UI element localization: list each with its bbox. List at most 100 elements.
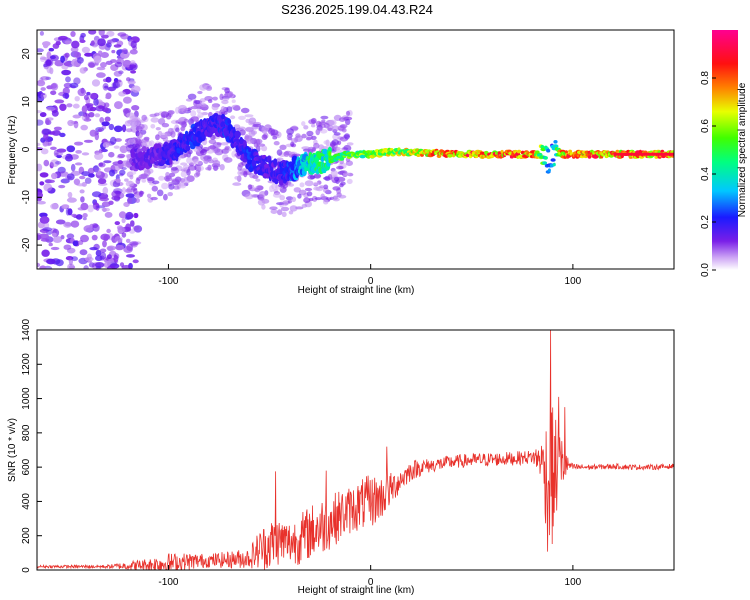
spectrogram-cell (66, 103, 73, 108)
spectrogram-cell (280, 206, 290, 212)
spectrogram-cell (219, 93, 224, 101)
spectrogram-cell (109, 169, 115, 177)
spectrogram-cell (156, 189, 164, 197)
spectrogram-cell (130, 220, 135, 227)
spectrogram-y-ticks: -20 -10 0 10 20 (21, 48, 42, 252)
spectrogram-cell (194, 100, 201, 104)
spectrogram-cell (104, 116, 111, 122)
spectrogram-cell (48, 242, 53, 247)
spectrogram-ridge-cell (234, 130, 241, 139)
spectrogram-cell (62, 92, 70, 99)
spectrogram-cell (39, 265, 47, 269)
spectrogram-cell (344, 133, 350, 140)
spectrogram-cell (39, 112, 47, 118)
spectrogram-cell (101, 121, 110, 127)
spectrogram-cell (191, 161, 196, 165)
spectrogram-cell (261, 204, 266, 210)
spectrogram-cell (277, 209, 283, 216)
spectrogram-cell (139, 190, 144, 197)
spectrogram-cell (94, 113, 101, 118)
spectrogram-cell (50, 90, 57, 96)
spectrogram-cell (42, 227, 53, 232)
spectrogram-cell (122, 59, 132, 68)
spectrogram-cell (117, 153, 126, 158)
spectrogram-cell (124, 178, 129, 182)
spectrogram-cell (73, 178, 81, 186)
spectrogram-cell (226, 106, 233, 113)
spectrogram-cell (269, 206, 278, 210)
spectrogram-cell (118, 211, 127, 219)
spectrogram-cell (105, 76, 112, 83)
spectrogram-cell (152, 180, 160, 185)
spectrogram-cell (113, 125, 123, 133)
spectrogram-cell (345, 160, 353, 166)
spectrogram-cell (238, 115, 246, 120)
spectrogram-cell (216, 142, 222, 146)
spectrogram-cell (102, 186, 109, 195)
spectrogram-cell (132, 259, 139, 264)
spectrogram-cell (127, 80, 136, 85)
spectrogram-cell (76, 57, 84, 64)
spectrogram-cell (37, 234, 42, 241)
spectrogram-cell (108, 200, 114, 205)
spectrogram-cell (338, 117, 346, 122)
spectrogram-cell (171, 178, 180, 183)
spectrogram-cell (111, 81, 121, 89)
spectrogram-cell (80, 202, 89, 211)
spectrogram-cell (75, 214, 83, 220)
spectrogram-cell (56, 148, 67, 153)
spectrogram-cell (108, 38, 116, 44)
spectrogram-cell (211, 104, 219, 111)
spectrogram-cell (72, 103, 80, 109)
spectrogram-cell (332, 125, 339, 132)
y-tick-label: 1000 (21, 387, 32, 410)
spectrogram-cell (313, 186, 321, 191)
spectrogram-cell (282, 202, 289, 206)
spectrogram-cell (141, 178, 147, 183)
spectrogram-cell (142, 138, 150, 143)
spectrogram-cell (208, 139, 217, 145)
spectrogram-cell (80, 124, 88, 131)
spectrogram-cell (103, 102, 110, 108)
spectrogram-cell (39, 216, 50, 224)
spectrogram-ridge-cell (552, 144, 559, 148)
spectrogram-cell (279, 144, 287, 150)
spectrogram-cell (41, 249, 50, 257)
spectrogram-cell (91, 191, 102, 198)
spectrogram-cell (314, 197, 323, 201)
spectrogram-cell (117, 160, 123, 165)
spectrogram-cell (125, 211, 134, 220)
spectrogram-cell (283, 151, 290, 157)
colorbar-tick-label: 0.0 (700, 263, 711, 277)
spectrogram-cell (39, 172, 49, 178)
spectrogram-cell (91, 234, 98, 241)
spectrogram-cell (338, 194, 347, 199)
spectrogram-cell (342, 172, 351, 176)
spectrogram-cell (246, 138, 253, 145)
spectrogram-cell (180, 126, 185, 132)
spectrogram-cell (98, 162, 106, 168)
spectrogram-cell (89, 106, 97, 112)
spectrogram-cell (321, 119, 326, 123)
spectrogram-cell (79, 249, 88, 256)
spectrogram-cell (131, 85, 141, 93)
spectrogram-cell (64, 40, 72, 45)
spectrogram-cell (98, 30, 105, 36)
spectrogram-cell (121, 48, 128, 54)
spectrogram-ridge-cell (320, 155, 325, 163)
spectrogram-cell (272, 136, 278, 140)
spectrogram-cell (58, 171, 69, 177)
spectrogram-cell (77, 88, 87, 97)
spectrogram-cell (245, 126, 253, 131)
spectrogram-cell (37, 200, 46, 205)
spectrogram-cell (54, 99, 65, 104)
spectrogram-cell (329, 196, 334, 200)
spectrogram-cell (320, 193, 326, 200)
spectrogram-cell (113, 254, 119, 263)
spectrogram-cell (79, 189, 85, 194)
spectrogram-cell (126, 112, 135, 118)
x-tick-label: -100 (158, 276, 178, 287)
spectrogram-cell (256, 139, 261, 146)
spectrogram-ridge-cell (141, 146, 148, 152)
spectrogram-cell (327, 174, 333, 181)
